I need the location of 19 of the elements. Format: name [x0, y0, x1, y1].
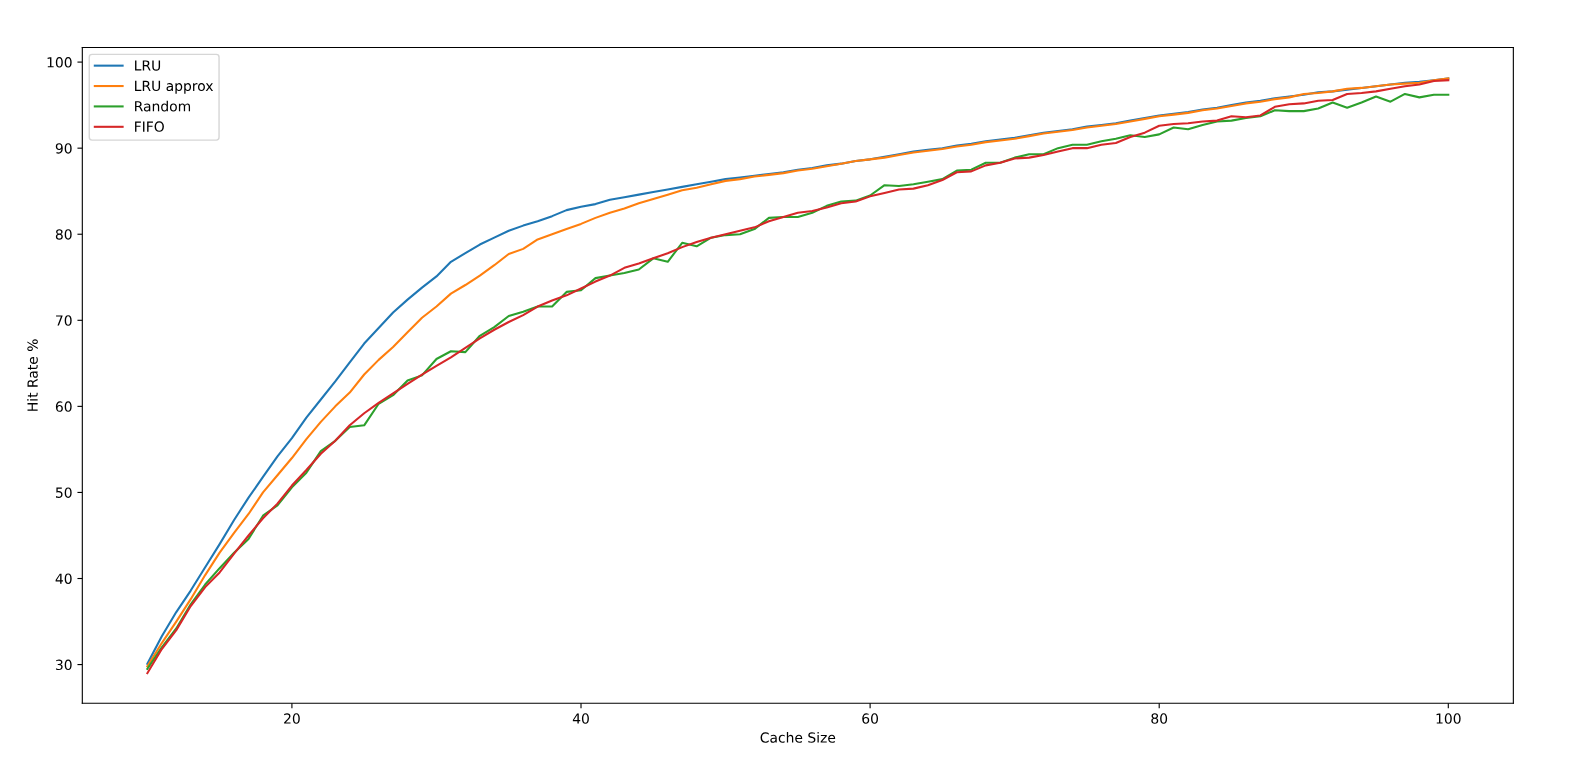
y-tick-label: 80 — [55, 229, 72, 240]
y-tick-label: 50 — [55, 487, 72, 498]
y-tick-label: 60 — [55, 401, 72, 412]
x-axis-title: Cache Size — [760, 732, 836, 743]
y-tick-label: 100 — [47, 57, 72, 68]
legend-label: Random — [135, 100, 191, 112]
x-tick-label: 20 — [284, 713, 300, 724]
y-tick-label: 70 — [56, 315, 72, 326]
x-tick-label: 40 — [572, 713, 589, 724]
legend-label: LRU — [135, 60, 161, 71]
x-tick-label: 100 — [1436, 713, 1461, 724]
y-axis-title: Hit Rate % — [27, 339, 38, 411]
legend-label: LRU approx — [135, 80, 214, 94]
y-tick-label: 90 — [55, 143, 72, 154]
x-tick-label: 60 — [862, 713, 879, 724]
legend-label: FIFO — [135, 121, 164, 132]
x-tick-label: 80 — [1151, 713, 1168, 724]
y-tick-label: 30 — [55, 659, 72, 671]
y-tick-label: 40 — [55, 573, 72, 584]
